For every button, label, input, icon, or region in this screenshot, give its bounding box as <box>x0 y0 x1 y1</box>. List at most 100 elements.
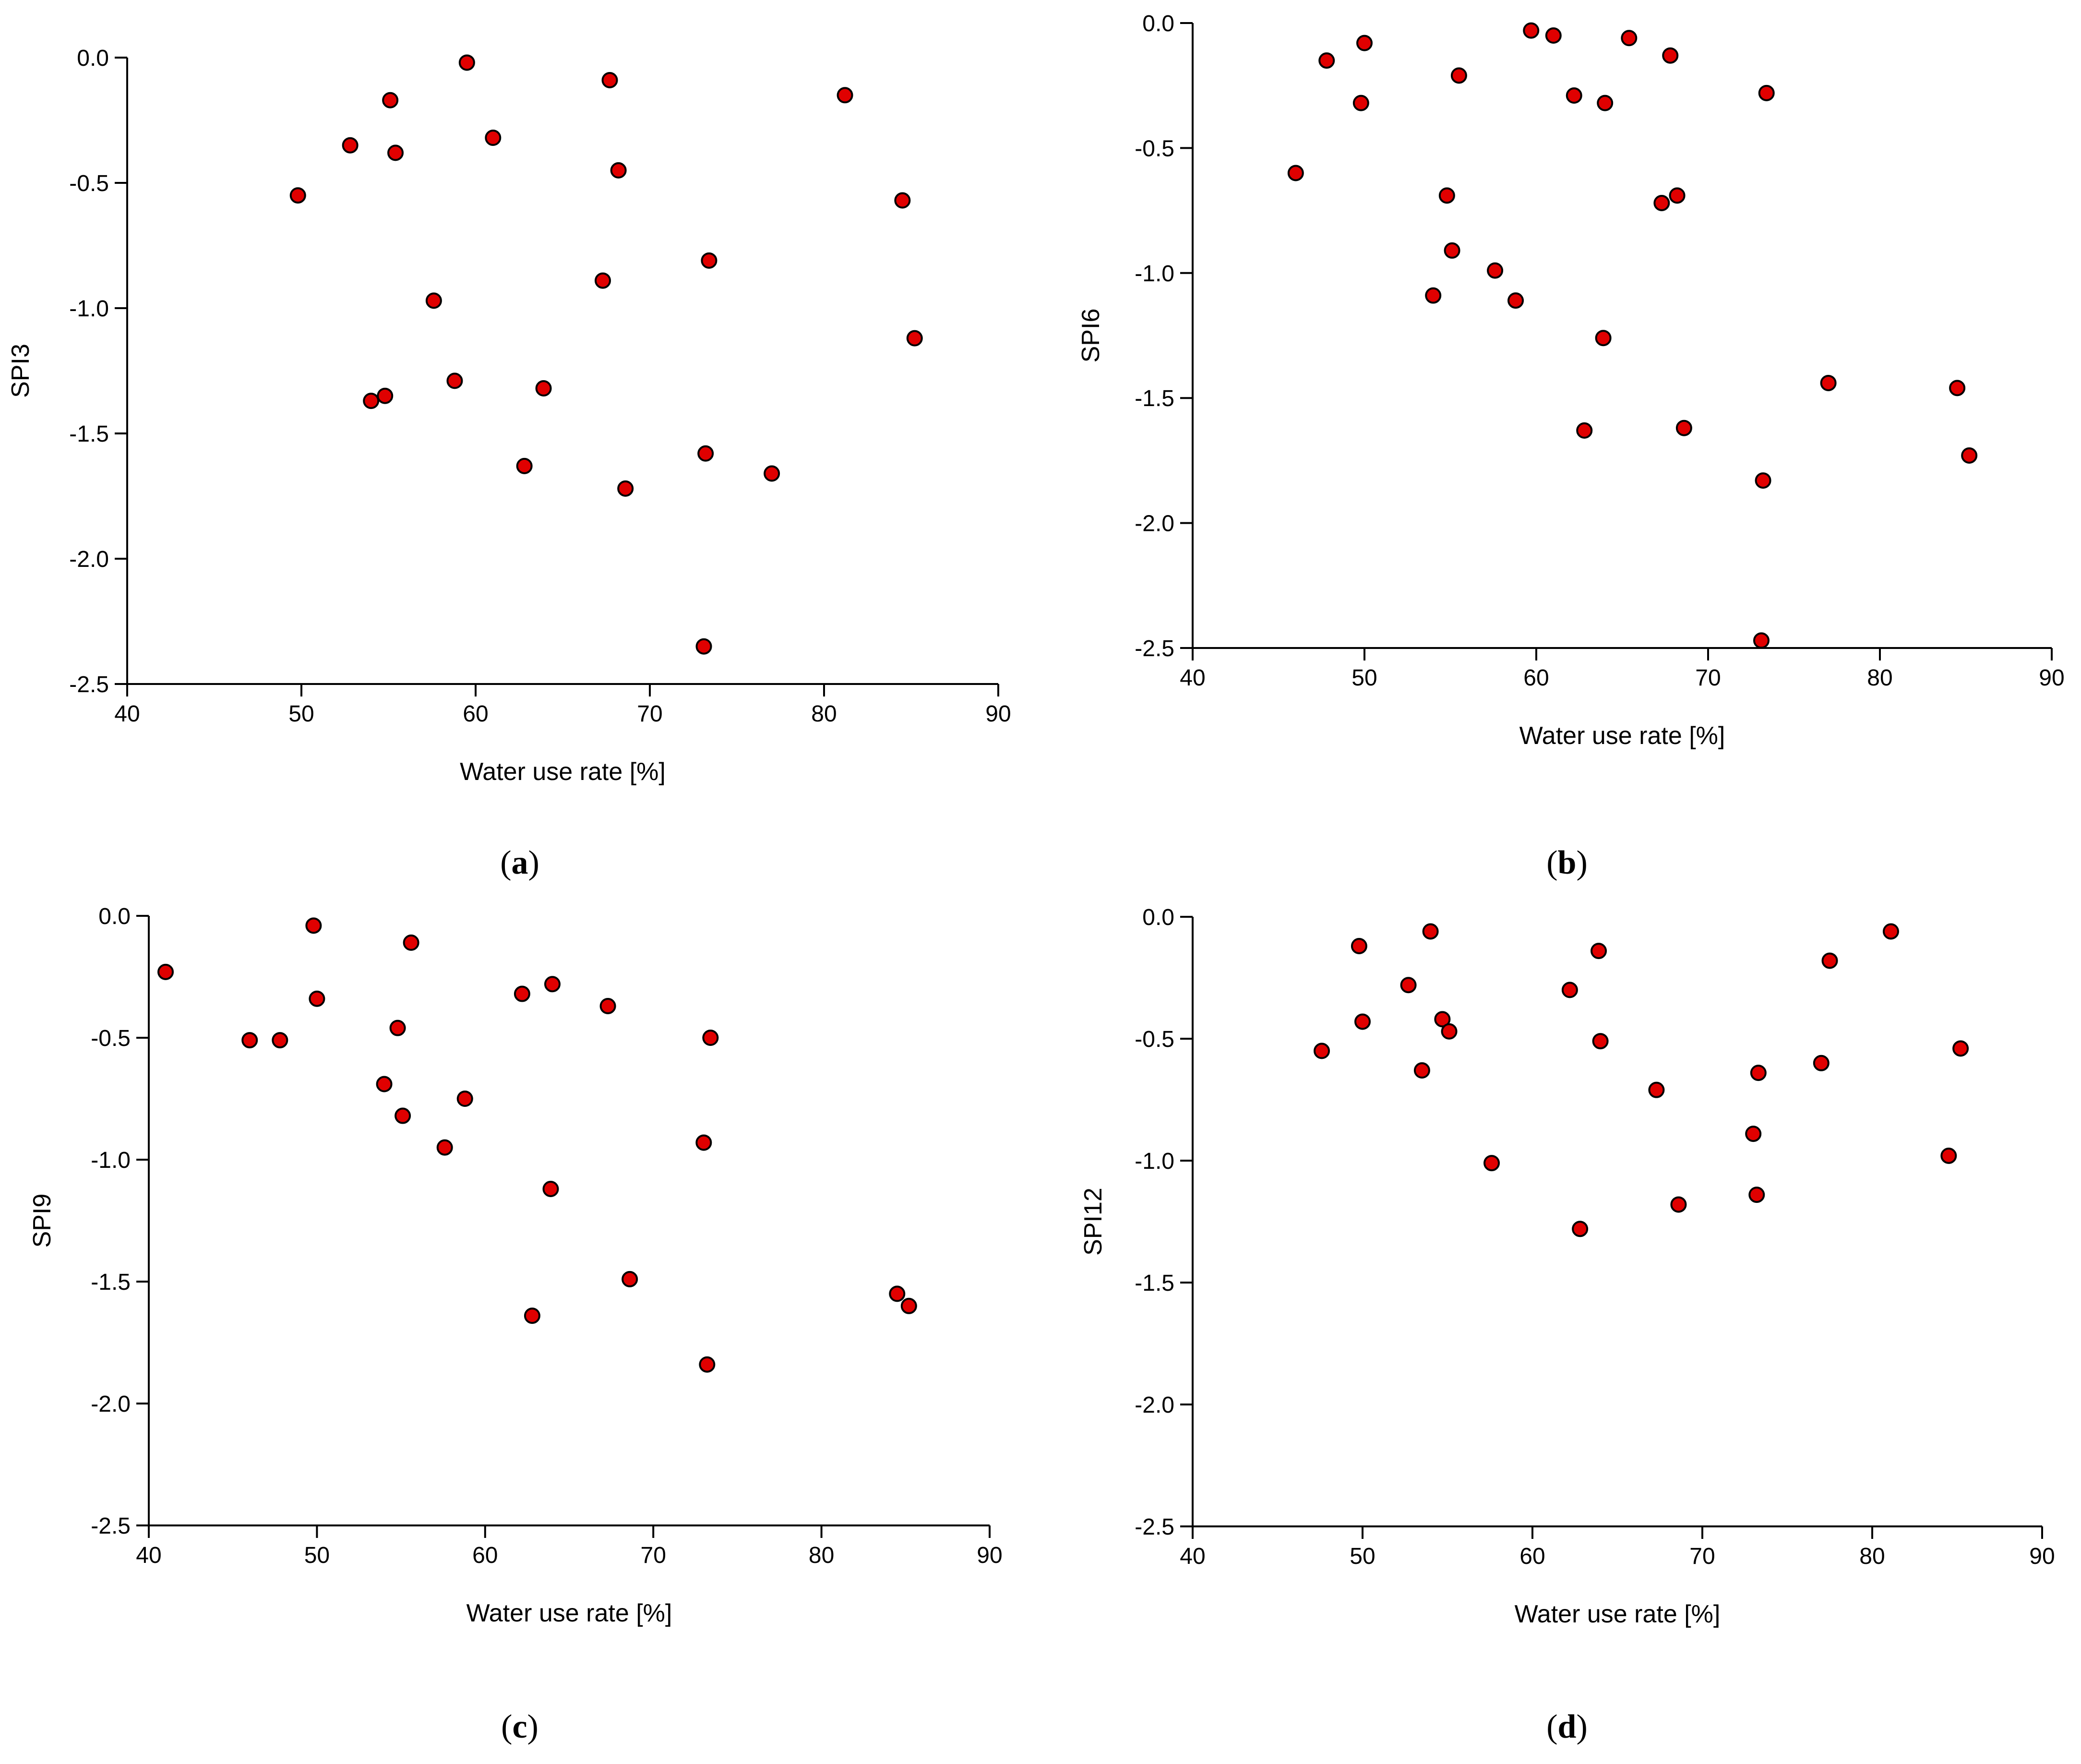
data-point <box>1961 447 1978 464</box>
y-tick-label: -2.5 <box>91 1513 131 1539</box>
x-axis-title: Water use rate [%] <box>466 1599 672 1627</box>
data-point <box>1758 84 1775 101</box>
data-point <box>1400 977 1417 994</box>
data-point <box>1597 95 1614 111</box>
x-axis-title: Water use rate [%] <box>1519 722 1725 750</box>
data-point <box>241 1032 258 1049</box>
x-tick-label: 40 <box>114 701 140 727</box>
data-point <box>1425 287 1442 304</box>
chart-panel-b: 40 50 60 70 80 90 0.0 -0.5 -1.0 -1.5 -2.0 -2.5 Water… <box>1077 11 2065 881</box>
x-tick-label: 50 <box>1351 665 1377 691</box>
x-tick-label: 40 <box>1180 1544 1205 1569</box>
data-point <box>701 252 718 269</box>
data-point <box>272 1032 288 1049</box>
data-point <box>342 137 359 154</box>
x-tick-label: 60 <box>472 1543 498 1568</box>
data-point <box>695 1134 712 1151</box>
data-point <box>697 445 714 462</box>
data-point <box>906 330 923 347</box>
data-point <box>1813 1055 1830 1071</box>
panel-label-close: ) <box>527 1708 538 1745</box>
panel-label-letter: d <box>1558 1708 1577 1745</box>
y-tick-label: -2.5 <box>1135 1514 1174 1540</box>
x-tick-label: 90 <box>985 701 1011 727</box>
data-point <box>601 72 618 88</box>
data-point <box>1576 422 1593 439</box>
data-point <box>376 1076 393 1092</box>
data-point <box>699 1356 716 1373</box>
data-point <box>764 465 780 482</box>
panel-label-b: (b) <box>1546 844 1588 881</box>
y-tick-label: 0.0 <box>98 904 131 929</box>
data-point <box>514 985 530 1002</box>
data-point <box>389 1020 406 1036</box>
y-tick-label: -1.0 <box>1135 1149 1174 1174</box>
x-tick-label: 80 <box>811 701 837 727</box>
y-tick-label: -2.5 <box>1135 636 1174 661</box>
data-point <box>535 380 552 397</box>
y-tick-label: -2.0 <box>1135 511 1174 537</box>
data-point <box>436 1139 453 1156</box>
y-tick-label: -1.5 <box>91 1270 131 1295</box>
data-point <box>382 92 399 108</box>
data-point <box>1653 194 1670 211</box>
data-point <box>1820 374 1837 391</box>
x-tick-label: 70 <box>1695 665 1721 691</box>
data-point <box>1675 420 1692 436</box>
data-point <box>1438 187 1455 204</box>
panel-label-letter: c <box>512 1708 527 1745</box>
x-tick-label: 80 <box>1867 665 1892 691</box>
data-point <box>1351 937 1367 954</box>
data-point <box>1882 923 1899 940</box>
y-tick-label: 0.0 <box>77 46 109 71</box>
data-point <box>599 997 616 1014</box>
data-point <box>900 1297 917 1314</box>
panel-label-open: ( <box>1546 1708 1557 1745</box>
data-point <box>1662 47 1679 64</box>
data-point <box>387 144 404 161</box>
y-tick-label: -0.5 <box>91 1026 131 1051</box>
x-tick-label: 70 <box>641 1543 666 1568</box>
data-point <box>363 393 380 409</box>
data-point <box>1354 1013 1371 1030</box>
data-point <box>542 1180 559 1197</box>
data-point <box>1750 1065 1767 1081</box>
x-tick-label: 60 <box>1519 1544 1545 1569</box>
data-point <box>1441 1023 1458 1040</box>
data-point <box>1592 1033 1609 1050</box>
data-point <box>1952 1040 1969 1057</box>
data-point <box>1940 1147 1957 1164</box>
y-tick-label: -1.5 <box>1135 386 1174 411</box>
data-point <box>1545 27 1562 44</box>
panel-label-letter: b <box>1558 844 1577 881</box>
data-point <box>837 87 853 104</box>
data-point <box>305 917 322 934</box>
data-point <box>594 272 611 289</box>
y-tick-label: -1.5 <box>1135 1271 1174 1296</box>
y-tick-label: -0.5 <box>1135 136 1174 161</box>
y-tick-label: 0.0 <box>1142 11 1174 36</box>
y-tick-label: 0.0 <box>1142 905 1174 930</box>
y-tick-label: -1.0 <box>91 1148 131 1173</box>
x-tick-label: 50 <box>1350 1544 1375 1569</box>
x-tick-label: 50 <box>304 1543 330 1568</box>
x-tick-label: 50 <box>288 701 314 727</box>
data-point <box>1753 632 1770 649</box>
panel-label-close: ) <box>528 844 539 881</box>
data-point <box>289 187 306 204</box>
y-tick-label: -0.5 <box>69 171 109 196</box>
data-point <box>456 1091 473 1107</box>
data-point <box>1507 292 1524 309</box>
x-axis-title: Water use rate [%] <box>1515 1600 1721 1628</box>
panel-label-d: (d) <box>1546 1708 1588 1745</box>
panel-label-letter: a <box>512 844 528 881</box>
y-tick-label: -0.5 <box>1135 1027 1174 1052</box>
y-tick-label: -1.0 <box>1135 261 1174 287</box>
data-point <box>403 934 419 951</box>
panel-label-open: ( <box>500 844 511 881</box>
data-point <box>1648 1081 1665 1098</box>
data-point <box>1561 982 1578 998</box>
x-tick-label: 80 <box>1859 1544 1885 1569</box>
panel-label-open: ( <box>501 1708 512 1745</box>
data-point <box>622 1271 638 1287</box>
